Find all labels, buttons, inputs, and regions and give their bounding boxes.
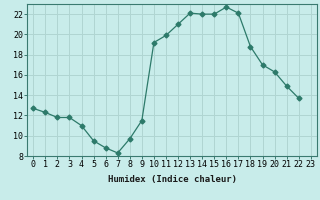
X-axis label: Humidex (Indice chaleur): Humidex (Indice chaleur): [108, 175, 236, 184]
